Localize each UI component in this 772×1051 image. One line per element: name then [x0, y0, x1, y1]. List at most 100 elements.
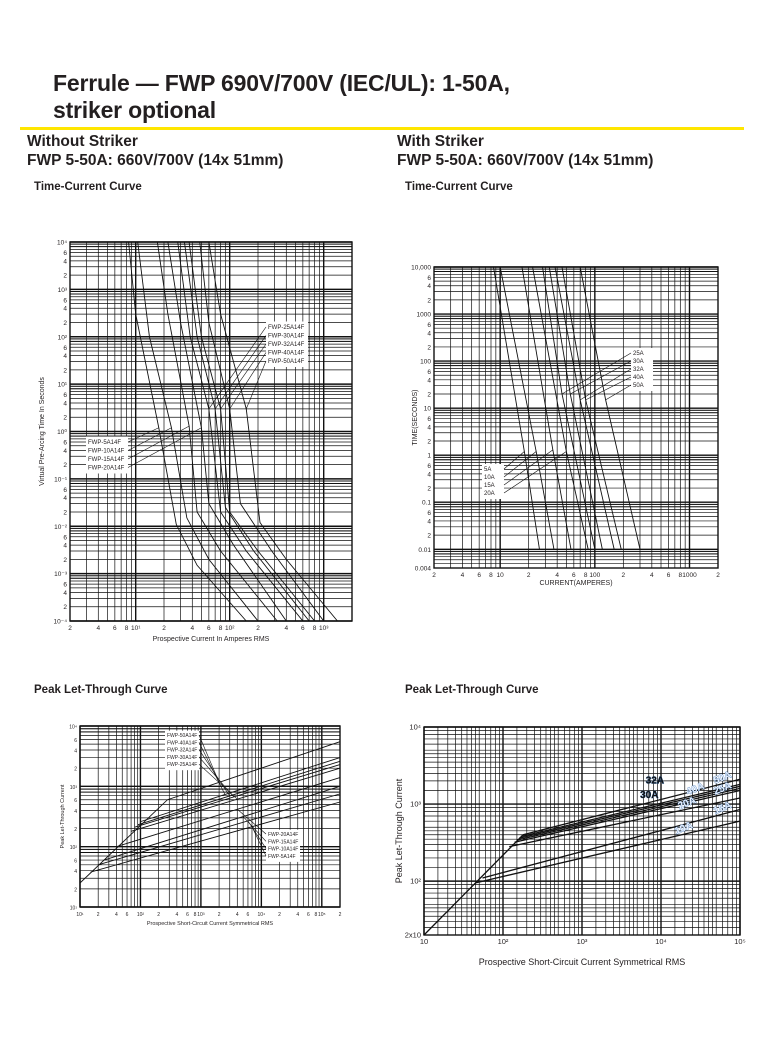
y-tick-label: 4 [427, 424, 431, 431]
series-label-box [266, 321, 308, 367]
label-leader [503, 451, 567, 494]
y-tick-label: 4 [74, 749, 77, 755]
x-tick-label: 8 [313, 625, 317, 632]
series-line-fwp-10a14f [137, 241, 259, 622]
y-tick-label: 6 [427, 275, 431, 282]
label-leader [214, 335, 267, 410]
x-tick-label: 6 [667, 572, 671, 579]
series-label: FWP-50A14F [268, 359, 305, 365]
x-tick-label: 2 [716, 572, 720, 579]
right-tc-caption: Time-Current Curve [405, 181, 513, 193]
y-tick-label: 6 [63, 487, 67, 494]
label-leader [229, 352, 267, 410]
y-tick-label: 6 [74, 859, 77, 865]
x-tick-label: 10³ [319, 625, 329, 632]
series-line-fwp-15a14f [156, 241, 278, 622]
grid-lines [423, 726, 741, 936]
left-tc-caption: Time-Current Curve [34, 181, 142, 193]
y-tick-label: 10⁴ [57, 240, 67, 247]
y-tick-label: 6 [427, 416, 431, 423]
series-label-box [631, 348, 653, 391]
x-tick-label: 6 [572, 572, 576, 579]
y-tick-label: 4 [427, 471, 431, 478]
series-line-fwp-5a14f [128, 241, 247, 622]
y-tick-label: 1000 [417, 312, 432, 319]
series-line-40a [521, 783, 741, 838]
y-tick-label: 2 [74, 767, 77, 773]
y-tick-label: 6 [63, 582, 67, 589]
y-tick-label: 4 [74, 809, 77, 815]
label-leader [198, 742, 226, 795]
series-label-box [165, 730, 199, 771]
label-leader [242, 816, 267, 842]
y-tick-label: 2 [427, 533, 431, 540]
chart-1: 2 4 6 8 10¹ 2 4 6 8 10² 2 4 6 8 10³10⁴64210³64210²6421… [39, 240, 353, 643]
series-label: FWP-20A14F [268, 832, 298, 838]
y-tick-label: 10⁻¹ [54, 476, 68, 483]
series-label: FWP-10A14F [268, 847, 298, 853]
label-leader [198, 756, 235, 798]
plot-frame [79, 725, 341, 908]
plot-frame [69, 241, 353, 622]
series-label: FWP-25A14F [268, 325, 305, 331]
label-leader [127, 427, 172, 451]
right-heading: With Striker [397, 133, 484, 150]
y-tick-label: 4 [63, 543, 67, 550]
series-label: FWP-32A14F [167, 748, 197, 754]
series-line-20a [509, 797, 741, 848]
series-label: FWP-30A14F [167, 755, 197, 761]
y-tick-label: 0.1 [422, 500, 431, 507]
y-tick-label: 6 [427, 510, 431, 517]
y-tick-label: 4 [63, 258, 67, 265]
series-label: 32A [633, 367, 644, 373]
chart-2: 2 4 6 8 10 2 4 6 8 100 2 4 6 8 1000 210,000642100064210… [411, 265, 720, 588]
label-leader [503, 449, 554, 486]
x-tick-label: 100 [589, 572, 600, 579]
x-tick-label: 4 [296, 912, 299, 918]
y-tick-label: 6 [427, 369, 431, 376]
label-leader [237, 809, 267, 835]
x-tick-label: 2 [622, 572, 626, 579]
x-tick-label: 4 [115, 912, 118, 918]
x-tick-label: 6 [186, 912, 189, 918]
label-leader [245, 360, 267, 410]
y-tick-label: 4 [63, 400, 67, 407]
x-tick-label: 1000 [682, 572, 697, 579]
x-tick-label: 10³ [577, 937, 588, 946]
series-line-fwp-20a14f [116, 777, 341, 848]
y-tick-label: 10⁰ [57, 428, 67, 436]
x-tick-label: 10⁴ [655, 937, 667, 946]
x-tick-label: 8 [679, 572, 683, 579]
y-tick-label: 10² [58, 334, 68, 341]
series-line-fwp-50a14f [208, 241, 338, 622]
x-tick-label: 10² [137, 912, 145, 918]
series-line-fwp-10a14f [98, 793, 341, 866]
label-leader [503, 451, 525, 470]
x-tick-label: 10 [497, 572, 505, 579]
series-line-fwp-25a14f [177, 241, 304, 622]
y-tick-label: 2 [427, 297, 431, 304]
x-tick-label: 10⁵ [318, 912, 326, 918]
y-tick-label: 2 [427, 439, 431, 446]
y-tick-label: 2 [63, 320, 67, 327]
series-label: 30A [640, 790, 658, 801]
x-tick-label: 8 [584, 572, 588, 579]
series-label-box [482, 464, 504, 499]
series-line-30a [516, 787, 741, 841]
x-tick-label: 4 [236, 912, 239, 918]
y-tick-label: 6 [63, 250, 67, 257]
y-tick-label: 4 [427, 377, 431, 384]
y-tick-label: 2 [63, 557, 67, 564]
series-label: FWP-30A14F [268, 334, 305, 340]
y-tick-label: 6 [74, 798, 77, 804]
x-tick-label: 4 [650, 572, 654, 579]
series-label: FWP-5A14F [268, 854, 296, 860]
x-axis-label: Prospective Current In Amperes RMS [153, 636, 270, 643]
series-line-fwp-5a14f [90, 801, 341, 873]
x-tick-label: 4 [461, 572, 465, 579]
y-tick-label: 4 [63, 590, 67, 597]
x-tick-label: 6 [247, 912, 250, 918]
y-tick-label: 0.01 [418, 547, 431, 554]
x-tick-label: 10¹ [76, 912, 84, 918]
